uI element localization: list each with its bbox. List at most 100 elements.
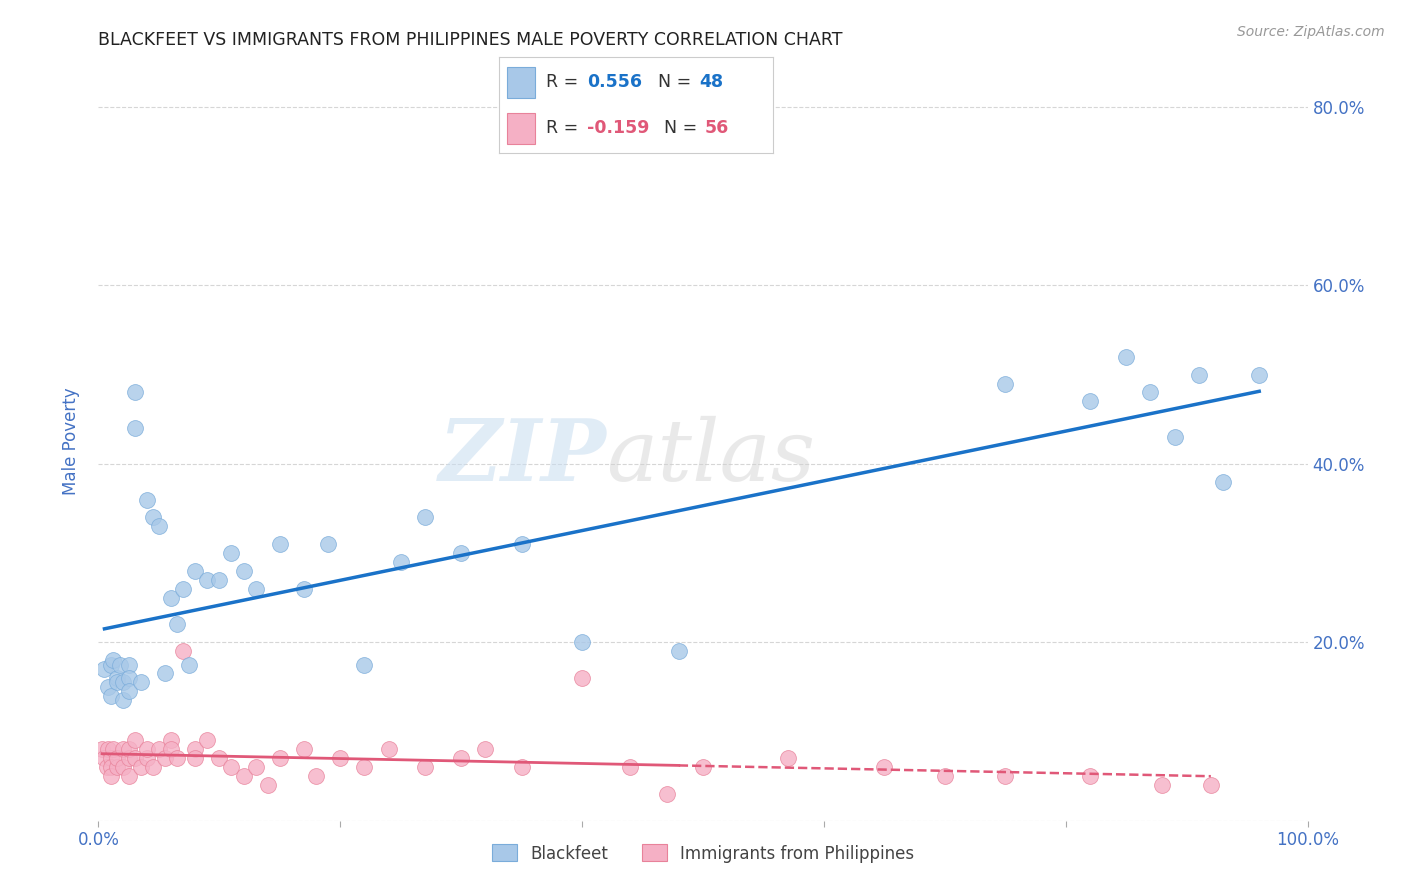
Point: [118, 751, 141, 765]
Point: [101, 653, 124, 667]
Point: [111, 693, 134, 707]
Point: [232, 769, 254, 783]
FancyBboxPatch shape: [508, 113, 534, 144]
Point: [413, 760, 436, 774]
Point: [100, 751, 122, 765]
Point: [111, 760, 134, 774]
Point: [101, 742, 124, 756]
Point: [305, 769, 328, 783]
Text: BLACKFEET VS IMMIGRANTS FROM PHILIPPINES MALE POVERTY CORRELATION CHART: BLACKFEET VS IMMIGRANTS FROM PHILIPPINES…: [98, 31, 844, 49]
Point: [105, 751, 128, 765]
Point: [1115, 350, 1137, 364]
Point: [148, 519, 170, 533]
Point: [269, 537, 291, 551]
Point: [166, 617, 188, 632]
Point: [105, 760, 128, 774]
Point: [377, 742, 399, 756]
Text: R =: R =: [546, 120, 583, 137]
Point: [510, 537, 533, 551]
Text: N =: N =: [664, 120, 703, 137]
Point: [118, 684, 141, 698]
Point: [148, 742, 170, 756]
Text: 48: 48: [699, 73, 724, 91]
Point: [269, 751, 291, 765]
Point: [153, 751, 176, 765]
Point: [292, 742, 315, 756]
Point: [124, 385, 146, 400]
Point: [245, 760, 267, 774]
FancyBboxPatch shape: [508, 67, 534, 97]
Point: [118, 657, 141, 672]
Point: [619, 760, 641, 774]
Point: [160, 591, 183, 605]
Point: [184, 742, 207, 756]
Point: [184, 751, 207, 765]
Point: [1199, 778, 1222, 792]
Legend: Blackfeet, Immigrants from Philippines: Blackfeet, Immigrants from Philippines: [485, 838, 921, 869]
Point: [994, 769, 1017, 783]
Point: [118, 769, 141, 783]
Point: [353, 657, 375, 672]
Point: [668, 644, 690, 658]
Point: [124, 751, 146, 765]
Point: [413, 510, 436, 524]
Point: [118, 742, 141, 756]
Point: [100, 769, 122, 783]
Point: [994, 376, 1017, 391]
Point: [93, 751, 115, 765]
Point: [316, 537, 339, 551]
Point: [208, 751, 231, 765]
Point: [1078, 769, 1101, 783]
Point: [655, 787, 678, 801]
Point: [1163, 430, 1185, 444]
Point: [1152, 778, 1174, 792]
Point: [353, 760, 375, 774]
Point: [776, 751, 799, 765]
Point: [292, 582, 315, 596]
Point: [166, 751, 188, 765]
Point: [221, 760, 243, 774]
Point: [135, 742, 157, 756]
Point: [124, 733, 146, 747]
Text: N =: N =: [658, 73, 697, 91]
Point: [873, 760, 896, 774]
Point: [329, 751, 352, 765]
Text: -0.159: -0.159: [586, 120, 650, 137]
Point: [105, 675, 128, 690]
Point: [1139, 385, 1161, 400]
Point: [160, 742, 183, 756]
Point: [692, 760, 714, 774]
Point: [135, 751, 157, 765]
Text: 56: 56: [704, 120, 728, 137]
Point: [108, 657, 131, 672]
Point: [142, 760, 165, 774]
Point: [105, 671, 128, 685]
Point: [135, 492, 157, 507]
Text: R =: R =: [546, 73, 583, 91]
Point: [129, 675, 152, 690]
Point: [934, 769, 956, 783]
Point: [153, 666, 176, 681]
Point: [571, 635, 593, 649]
Text: ZIP: ZIP: [439, 415, 606, 499]
Point: [1078, 394, 1101, 409]
Y-axis label: Male Poverty: Male Poverty: [62, 388, 80, 495]
Text: atlas: atlas: [606, 416, 815, 498]
Point: [184, 564, 207, 578]
Point: [232, 564, 254, 578]
Text: Source: ZipAtlas.com: Source: ZipAtlas.com: [1237, 25, 1385, 39]
Point: [100, 760, 122, 774]
Point: [571, 671, 593, 685]
Point: [450, 751, 472, 765]
Point: [1188, 368, 1211, 382]
Point: [100, 657, 122, 672]
Point: [111, 742, 134, 756]
Point: [1249, 368, 1271, 382]
Point: [221, 546, 243, 560]
Point: [450, 546, 472, 560]
Text: 0.556: 0.556: [586, 73, 643, 91]
Point: [389, 555, 412, 569]
Point: [97, 742, 120, 756]
Point: [245, 582, 267, 596]
Point: [97, 680, 120, 694]
